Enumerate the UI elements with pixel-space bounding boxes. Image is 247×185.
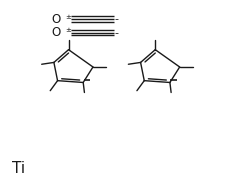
Text: O: O xyxy=(52,13,61,26)
Text: O: O xyxy=(52,26,61,39)
Text: -: - xyxy=(115,28,119,38)
Text: ±: ± xyxy=(65,14,71,20)
Text: -: - xyxy=(115,14,119,24)
Text: Ti: Ti xyxy=(12,161,25,176)
Text: ±: ± xyxy=(65,27,71,33)
